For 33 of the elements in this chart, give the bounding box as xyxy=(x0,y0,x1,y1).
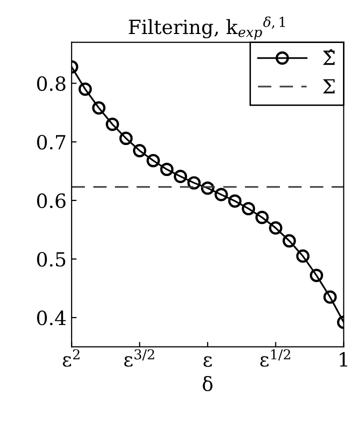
point xyxy=(200,181,214,195)
point xyxy=(323,290,337,304)
legend-label: Σ̂ xyxy=(322,49,335,65)
point xyxy=(296,249,310,263)
point xyxy=(310,268,324,282)
point xyxy=(214,188,228,202)
y-tick-label: 0.6 xyxy=(37,193,66,208)
x-tick-label: ε xyxy=(204,356,212,367)
point xyxy=(174,170,188,184)
x-tick-label: 1 xyxy=(340,352,348,366)
y-tick-label: 0.4 xyxy=(37,310,66,326)
legend-label: Σ xyxy=(322,79,335,94)
point xyxy=(228,194,242,208)
chart-title: Filtering, k$_{exp}$$^{δ,1}$ xyxy=(128,16,285,40)
point xyxy=(282,234,296,248)
x-tick-label: ε$^{2}$ xyxy=(62,349,80,367)
point xyxy=(119,132,133,146)
point xyxy=(268,221,282,235)
point xyxy=(242,202,256,216)
y-tick-label: 0.8 xyxy=(37,76,66,91)
y-tick-label: 0.5 xyxy=(37,252,66,267)
x-tick-label: ε$^{1/2}$ xyxy=(260,349,290,367)
point xyxy=(78,82,92,96)
point xyxy=(132,144,146,158)
point xyxy=(106,118,120,131)
point xyxy=(255,210,269,224)
y-tick-label: 0.7 xyxy=(37,134,66,150)
point xyxy=(187,176,201,190)
point xyxy=(160,162,174,176)
x-tick-label: ε$^{3/2}$ xyxy=(124,349,154,367)
x-axis-title: δ xyxy=(202,376,213,392)
point xyxy=(146,154,160,168)
point xyxy=(92,101,106,115)
